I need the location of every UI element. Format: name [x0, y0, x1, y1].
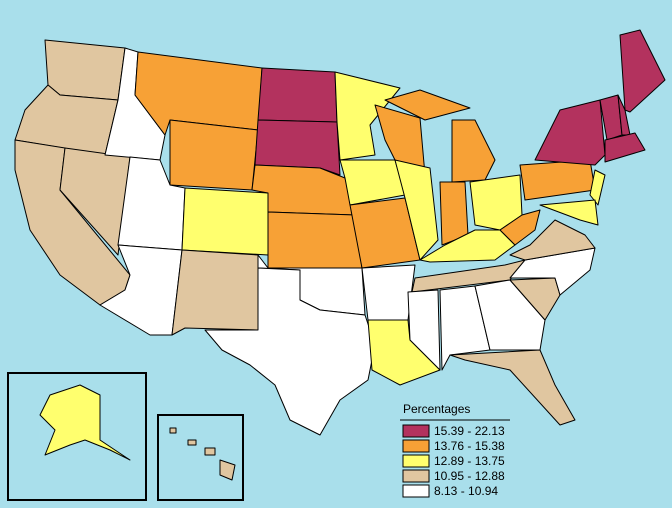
state: [604, 132, 646, 163]
legend-swatch: [402, 469, 430, 483]
state: [407, 289, 441, 371]
legend-swatch: [402, 454, 430, 468]
state: [361, 264, 416, 321]
state: [267, 211, 363, 269]
state: [384, 89, 471, 121]
state: [534, 99, 606, 166]
legend-label: 8.13 - 10.94: [434, 484, 498, 498]
legend-label: 12.89 - 13.75: [434, 454, 505, 468]
state: [589, 169, 606, 206]
state: [181, 187, 269, 256]
legend-swatch: [402, 484, 430, 498]
state: [451, 119, 496, 183]
state: [169, 119, 259, 191]
state: [619, 29, 666, 113]
state: [204, 447, 216, 456]
state: [509, 219, 596, 261]
state: [474, 279, 546, 351]
state: [219, 459, 236, 481]
hawaii-inset: [157, 414, 244, 501]
state: [204, 267, 376, 436]
state: [257, 67, 338, 123]
state: [39, 384, 131, 461]
state: [187, 439, 197, 446]
legend-label: 15.39 - 22.13: [434, 424, 505, 438]
state: [449, 349, 576, 426]
state: [44, 39, 126, 101]
state: [539, 199, 599, 226]
state: [171, 249, 259, 336]
legend-label: 13.76 - 15.38: [434, 439, 505, 453]
alaska-inset: [7, 372, 147, 501]
legend-label: 10.95 - 12.88: [434, 469, 505, 483]
state: [169, 427, 177, 434]
legend-swatch: [402, 439, 430, 453]
legend-title: Percentages: [403, 402, 470, 416]
legend-swatch: [402, 424, 430, 438]
state: [499, 209, 541, 246]
state: [334, 71, 401, 161]
states: [7, 29, 666, 501]
state: [439, 285, 491, 371]
state: [339, 159, 406, 206]
state: [394, 159, 439, 261]
